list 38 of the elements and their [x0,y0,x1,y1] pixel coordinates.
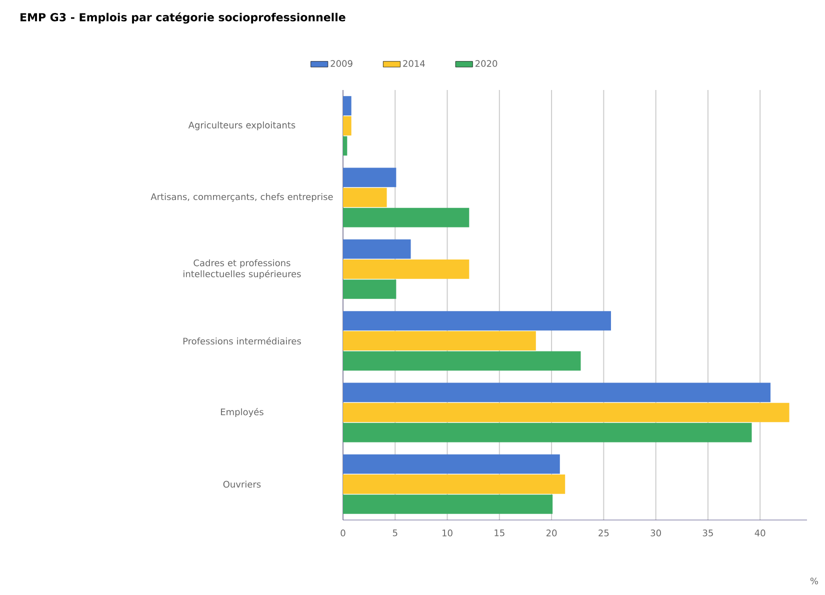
legend-label: 2020 [475,60,498,67]
bar [343,136,348,156]
bar [343,188,387,208]
legend-label: 2009 [330,60,352,67]
x-tick-label: 35 [702,530,713,536]
x-tick-label: 10 [442,530,452,536]
y-tick-label: Employés [220,408,264,418]
bar [343,239,411,259]
bar [343,168,396,188]
x-tick-label: 0 [340,530,346,536]
bar [343,96,352,116]
bar [343,382,771,402]
y-tick-label: Ouvriers [223,480,261,488]
bar [343,474,566,494]
y-tick-label: Artisans, commerçants, chefs entreprise [150,193,333,202]
y-tick-label: Professions intermédiaires [183,337,301,344]
text: EMP G3 - Emplois par catégorie socioprofessionnelle [20,12,346,24]
bar [343,351,581,371]
bar [343,116,352,136]
y-tick-label: Cadres et professions intellectuelles supérieures [184,259,301,280]
bar [343,402,790,422]
bar [343,454,560,474]
legend-label: 2014 [403,60,425,67]
bar [343,259,470,279]
bar [343,311,611,330]
bar [343,494,553,514]
y-tick-label: Agriculteurs exploitants [188,121,296,130]
x-tick-label: 25 [598,530,609,536]
x-tick-label: 15 [494,530,504,536]
bar [343,208,470,228]
x-tick-label: 30 [650,530,661,536]
bar [343,422,752,442]
x-axis-title: % [810,578,818,584]
bar [343,280,396,299]
x-tick-label: 40 [754,530,766,536]
x-tick-label: 20 [546,530,557,536]
x-tick-label: 5 [392,530,398,536]
bar [343,331,536,351]
